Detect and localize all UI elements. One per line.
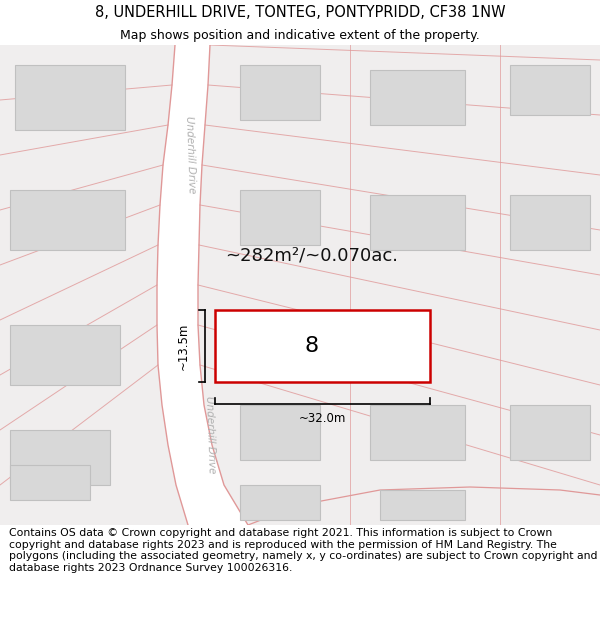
- Text: ~32.0m: ~32.0m: [299, 411, 346, 424]
- Bar: [10, 325, 120, 385]
- Bar: [10, 190, 125, 250]
- Text: 8: 8: [305, 336, 319, 356]
- Bar: [380, 490, 465, 520]
- Bar: [370, 405, 465, 460]
- Bar: [10, 430, 110, 485]
- Text: ~13.5m: ~13.5m: [176, 322, 190, 369]
- Text: Map shows position and indicative extent of the property.: Map shows position and indicative extent…: [120, 29, 480, 42]
- Text: Underhill Drive: Underhill Drive: [203, 396, 217, 474]
- Bar: [215, 310, 430, 382]
- Bar: [240, 405, 320, 460]
- Bar: [10, 465, 90, 500]
- Text: Underhill Drive: Underhill Drive: [184, 116, 196, 194]
- Bar: [240, 485, 320, 520]
- Bar: [370, 195, 465, 250]
- Bar: [510, 195, 590, 250]
- Bar: [15, 65, 125, 130]
- Bar: [510, 405, 590, 460]
- Bar: [370, 70, 465, 125]
- Polygon shape: [0, 45, 188, 525]
- Polygon shape: [198, 45, 600, 525]
- Bar: [510, 65, 590, 115]
- Bar: [240, 65, 320, 120]
- Bar: [240, 190, 320, 245]
- Polygon shape: [157, 45, 248, 525]
- Text: Contains OS data © Crown copyright and database right 2021. This information is : Contains OS data © Crown copyright and d…: [9, 528, 598, 572]
- Text: 8, UNDERHILL DRIVE, TONTEG, PONTYPRIDD, CF38 1NW: 8, UNDERHILL DRIVE, TONTEG, PONTYPRIDD, …: [95, 5, 505, 20]
- Text: ~282m²/~0.070ac.: ~282m²/~0.070ac.: [225, 246, 398, 264]
